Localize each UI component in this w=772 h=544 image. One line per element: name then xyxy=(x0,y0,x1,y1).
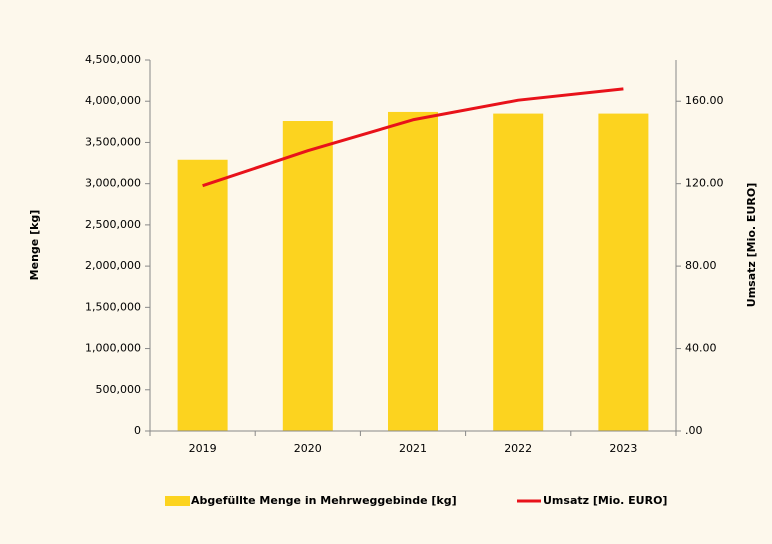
x-tick-label: 2021 xyxy=(399,442,427,455)
y2-axis-title: Umsatz [Mio. EURO] xyxy=(745,183,758,307)
y-tick-label: 500,000 xyxy=(96,383,142,396)
y2-tick-label: 160.00 xyxy=(685,94,724,107)
y2-tick-label: 120.00 xyxy=(685,177,724,190)
y-axis-title: Menge [kg] xyxy=(28,210,41,281)
y-tick-label: 1,000,000 xyxy=(85,342,141,355)
bar xyxy=(282,121,333,432)
x-tick-label: 2023 xyxy=(609,442,637,455)
y-tick-label: 2,000,000 xyxy=(85,259,141,272)
y-tick-label: 1,500,000 xyxy=(85,300,141,313)
y-tick-label: 3,500,000 xyxy=(85,135,141,148)
x-tick-label: 2020 xyxy=(294,442,322,455)
y-tick-label: 0 xyxy=(134,424,141,437)
y-tick-label: 4,500,000 xyxy=(85,53,141,66)
legend-swatch xyxy=(165,496,190,506)
x-tick-label: 2019 xyxy=(189,442,217,455)
bar xyxy=(177,159,228,431)
y-tick-label: 2,500,000 xyxy=(85,218,141,231)
y-tick-label: 4,000,000 xyxy=(85,94,141,107)
y2-tick-label: .00 xyxy=(685,424,703,437)
bar xyxy=(388,111,438,431)
line xyxy=(202,87,624,188)
x-tick-label: 2022 xyxy=(504,442,532,455)
y-tick-label: 3,000,000 xyxy=(85,177,141,190)
bar xyxy=(598,113,649,431)
y2-tick-label: 40.00 xyxy=(685,342,717,355)
y2-tick-label: 80.00 xyxy=(685,259,717,272)
legend-label: Umsatz [Mio. EURO] xyxy=(543,494,667,507)
bar xyxy=(493,113,544,431)
legend-label: Abgefüllte Menge in Mehrweggebinde [kg] xyxy=(191,494,457,507)
